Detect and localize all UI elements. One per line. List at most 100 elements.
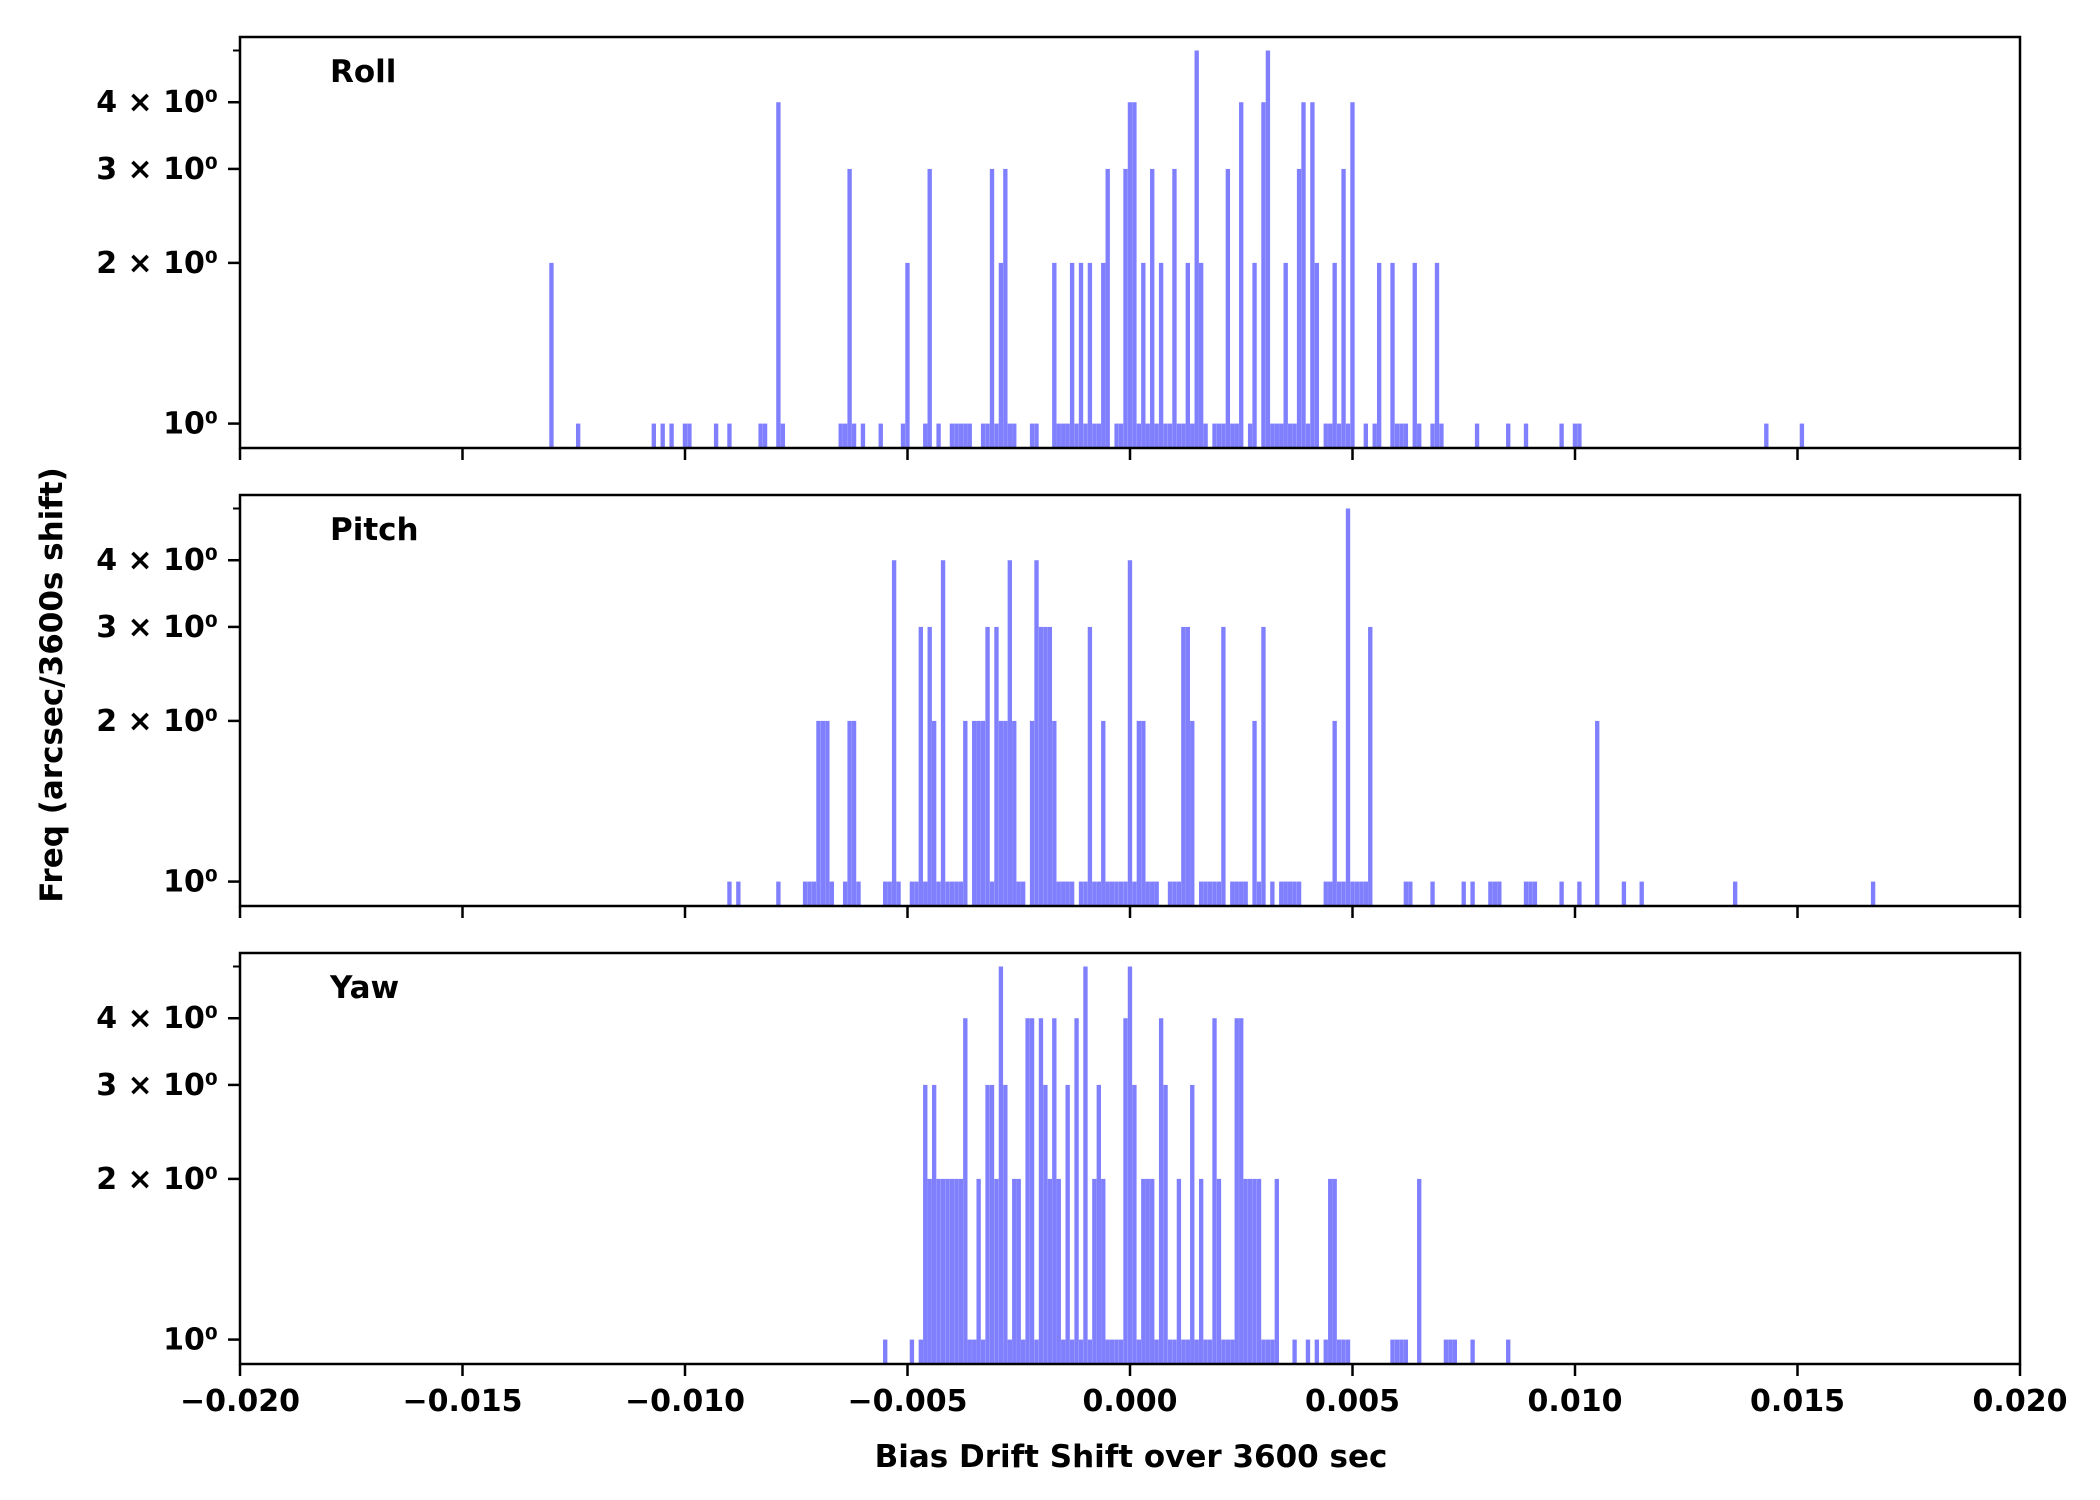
bar-yaw xyxy=(1328,1178,1333,1364)
bar-roll xyxy=(1434,262,1440,448)
bar-yaw xyxy=(1252,1178,1257,1364)
bar-roll xyxy=(660,423,665,448)
bar-yaw xyxy=(1212,1018,1217,1364)
x-tick-label: −0.005 xyxy=(847,1384,967,1419)
bar-pitch xyxy=(1101,720,1106,906)
bar-pitch xyxy=(972,720,977,906)
bar-roll xyxy=(1007,423,1012,448)
bar-roll xyxy=(1523,423,1529,448)
bar-yaw xyxy=(1132,1084,1137,1364)
bar-pitch xyxy=(1038,626,1044,906)
bar-roll xyxy=(989,168,995,449)
bar-pitch xyxy=(851,720,857,906)
bar-roll xyxy=(1506,423,1511,448)
bar-pitch xyxy=(1216,881,1222,906)
bar-pitch xyxy=(1287,881,1293,906)
bar-roll xyxy=(1105,168,1110,449)
bar-pitch xyxy=(1007,560,1012,906)
bar-yaw xyxy=(1069,1339,1075,1364)
bar-pitch xyxy=(1172,881,1177,906)
bar-yaw xyxy=(1061,1339,1066,1364)
bar-pitch xyxy=(1461,881,1466,906)
y-tick-label-roll: 2 × 10⁰ xyxy=(96,246,218,281)
bar-yaw xyxy=(972,1339,977,1364)
bar-roll xyxy=(1056,423,1061,448)
bar-roll xyxy=(1372,423,1377,448)
bar-yaw xyxy=(1029,1018,1035,1364)
y-axis-label: Freq (arcsec/3600s shift) xyxy=(34,467,70,903)
bar-pitch xyxy=(807,881,812,906)
bar-pitch xyxy=(1167,881,1173,906)
bar-yaw xyxy=(1038,1018,1044,1364)
bar-yaw xyxy=(976,1178,981,1364)
bar-pitch xyxy=(1114,881,1119,906)
bar-roll xyxy=(1283,262,1288,448)
panel-roll: Roll 10⁰ 2 × 10⁰ 3 × 10⁰ 4 × 10⁰ xyxy=(96,35,2022,460)
bar-yaw xyxy=(1034,1339,1039,1364)
bar-yaw xyxy=(1114,1339,1119,1364)
bar-yaw xyxy=(1136,1339,1142,1364)
bar-pitch xyxy=(1145,881,1150,906)
bar-yaw xyxy=(1390,1339,1395,1364)
bar-roll xyxy=(1163,423,1168,448)
bar-roll xyxy=(713,423,719,448)
bar-pitch xyxy=(1732,881,1738,906)
bar-yaw xyxy=(1274,1178,1279,1364)
bar-roll xyxy=(727,423,732,448)
bar-pitch xyxy=(856,881,861,906)
panel-title-yaw: Yaw xyxy=(329,970,399,1006)
bar-roll xyxy=(780,423,786,448)
bar-yaw xyxy=(963,1018,968,1364)
bar-yaw xyxy=(1243,1178,1248,1364)
bar-roll xyxy=(1141,262,1146,448)
bar-pitch xyxy=(842,881,848,906)
bar-yaw xyxy=(1052,1018,1057,1364)
bar-yaw xyxy=(1443,1339,1449,1364)
bar-pitch xyxy=(1092,881,1097,906)
bar-pitch xyxy=(1141,720,1146,906)
bar-yaw xyxy=(1003,1084,1008,1364)
bar-roll xyxy=(1287,423,1293,448)
bar-roll xyxy=(1150,168,1155,449)
bar-pitch xyxy=(1470,881,1475,906)
bar-roll xyxy=(651,423,656,448)
bar-yaw xyxy=(998,966,1004,1364)
bar-roll xyxy=(1430,423,1435,448)
bar-yaw xyxy=(936,1178,941,1364)
bar-yaw xyxy=(967,1339,972,1364)
bar-roll xyxy=(923,423,928,448)
bar-pitch xyxy=(1559,881,1564,906)
bar-pitch xyxy=(1198,881,1204,906)
bar-pitch xyxy=(1577,881,1582,906)
bar-roll xyxy=(1154,423,1159,448)
bar-yaw xyxy=(1341,1339,1346,1364)
bar-yaw xyxy=(1007,1339,1012,1364)
bar-roll xyxy=(1336,423,1342,448)
bar-roll xyxy=(994,423,999,448)
bar-pitch xyxy=(1096,881,1101,906)
bar-yaw xyxy=(1154,1339,1159,1364)
bar-roll xyxy=(842,423,848,448)
bar-yaw xyxy=(1225,1339,1231,1364)
bar-pitch xyxy=(847,720,852,906)
bar-roll xyxy=(1328,423,1333,448)
bar-roll xyxy=(1403,423,1409,448)
bar-pitch xyxy=(1087,626,1093,906)
bar-yaw xyxy=(1256,1178,1262,1364)
bar-pitch xyxy=(887,881,892,906)
bar-pitch xyxy=(1639,881,1644,906)
bar-roll xyxy=(1412,262,1417,448)
bar-roll xyxy=(1118,423,1124,448)
bar-roll xyxy=(1136,423,1142,448)
bar-pitch xyxy=(1296,881,1302,906)
bar-yaw xyxy=(994,1178,999,1364)
bar-roll xyxy=(1390,262,1395,448)
bar-roll xyxy=(851,423,857,448)
bar-pitch xyxy=(1261,626,1266,906)
x-tick-label: −0.010 xyxy=(625,1384,745,1419)
bar-roll xyxy=(758,423,763,448)
bar-yaw xyxy=(1078,1339,1084,1364)
bar-roll xyxy=(1087,262,1093,448)
bar-yaw xyxy=(1087,1339,1093,1364)
y-tick-label-yaw: 2 × 10⁰ xyxy=(96,1162,218,1197)
